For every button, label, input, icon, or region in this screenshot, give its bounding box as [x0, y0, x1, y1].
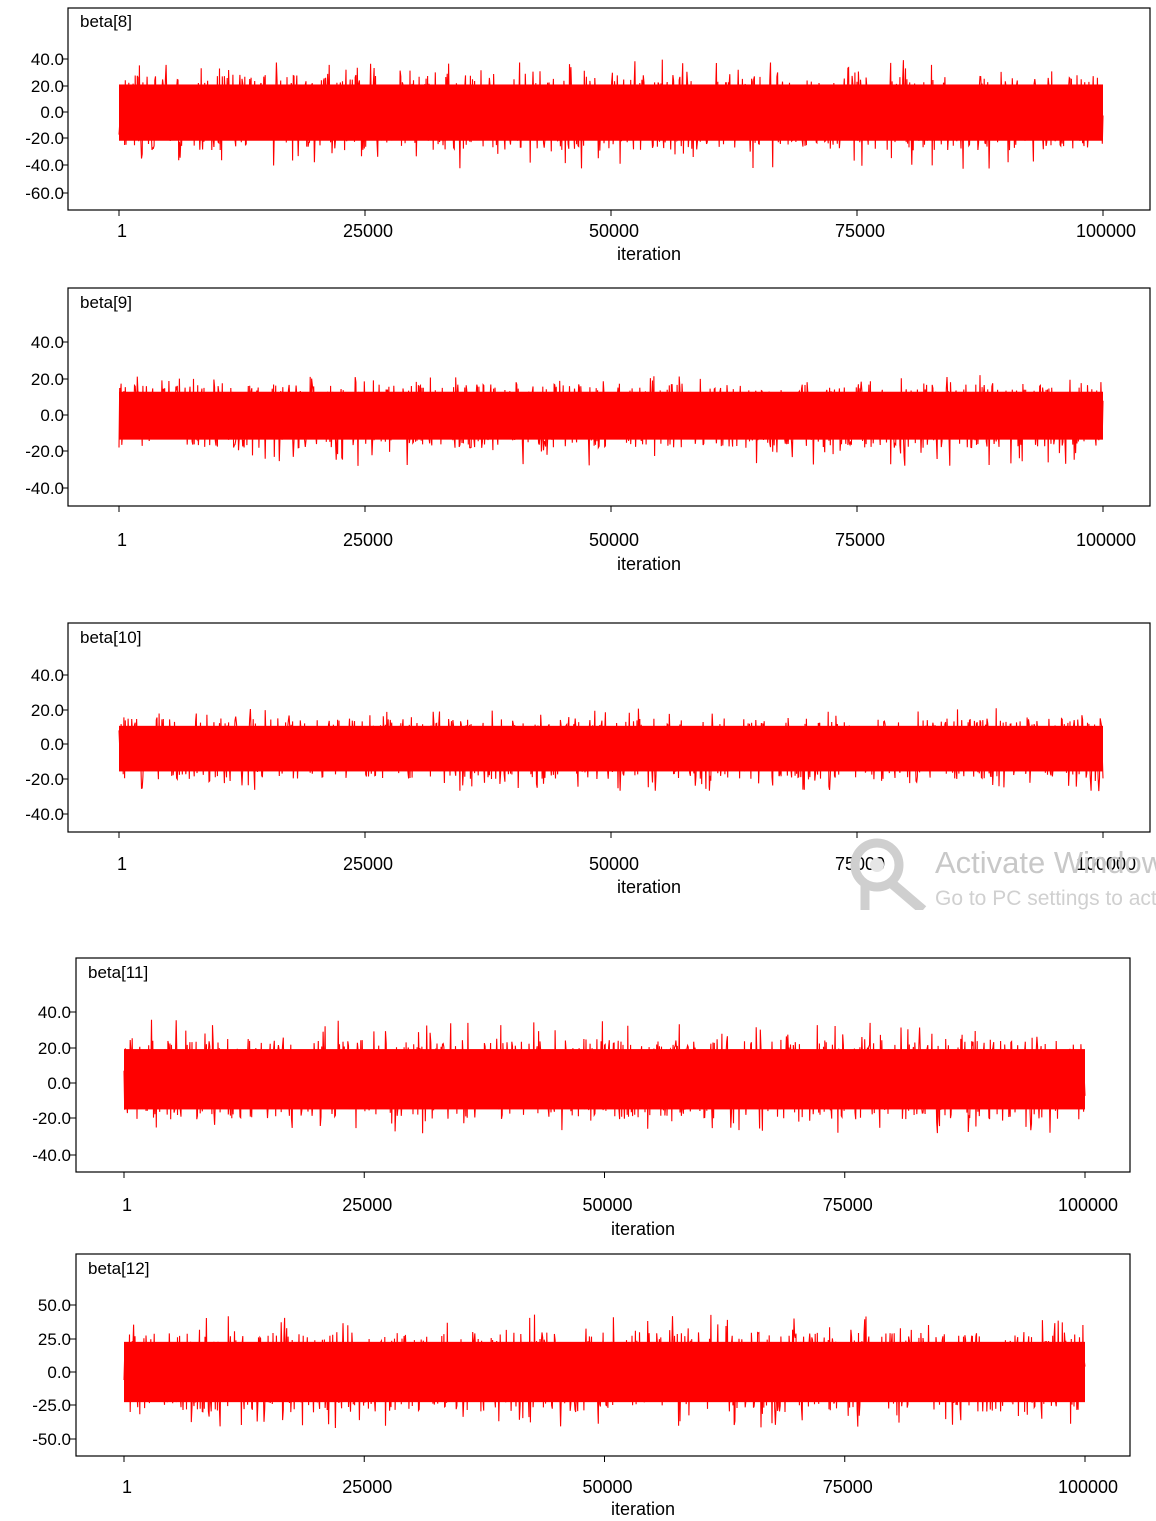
- plot-frame: [75, 1253, 1131, 1457]
- trace-line: [118, 59, 1104, 169]
- key-icon: [850, 838, 927, 910]
- x-tick-label: 50000: [589, 530, 639, 550]
- trace-plot-beta-11: beta[11] 40.0 20.0 0.0 -20.0 -40.0 1 25000 50000…: [32, 957, 1131, 1239]
- panel-title: beta[9]: [80, 293, 132, 312]
- panel-title: beta[12]: [88, 1259, 149, 1278]
- x-tick-label: 50000: [582, 1195, 632, 1215]
- x-tick-label: 1: [117, 530, 127, 550]
- x-axis-label: iteration: [611, 1219, 675, 1239]
- x-axis-label: iteration: [617, 244, 681, 264]
- x-tick-label: 25000: [342, 1477, 392, 1497]
- trace-panel-beta-8: beta[8] 40.0 20.0 0.0 -20.0 -40.0 -60.0 1 25000 5…: [0, 0, 1156, 280]
- x-tick-label: 1: [117, 854, 127, 874]
- y-tick-label: 40.0: [31, 50, 64, 69]
- trace-plot-beta-10: beta[10] 40.0 20.0 0.0 -20.0 -40.0 1 25000 50000…: [25, 622, 1151, 897]
- y-tick-label: -40.0: [25, 805, 64, 824]
- x-tick-label: 25000: [343, 221, 393, 241]
- trace-plot-beta-9: beta[9] 40.0 20.0 0.0 -20.0 -40.0 1 25000 50000 7…: [25, 287, 1151, 574]
- y-tick-label: 0.0: [47, 1363, 71, 1382]
- x-tick-label: 50000: [582, 1477, 632, 1497]
- x-tick-label: 100000: [1076, 221, 1136, 241]
- x-tick-label: 1: [122, 1195, 132, 1215]
- x-tick-label: 50000: [589, 854, 639, 874]
- y-tick-label: 50.0: [38, 1296, 71, 1315]
- y-tick-label: -25.0: [32, 1396, 71, 1415]
- x-tick-label: 25000: [342, 1195, 392, 1215]
- plot-frame: [67, 7, 1151, 211]
- trace-panel-beta-11: beta[11] 40.0 20.0 0.0 -20.0 -40.0 1 25000 50000…: [0, 950, 1156, 1245]
- y-tick-label: 0.0: [47, 1074, 71, 1093]
- trace-panel-beta-12: beta[12] 50.0 25.0 0.0 -25.0 -50.0 1 25000 50000…: [0, 1245, 1156, 1521]
- y-tick-label: 20.0: [31, 701, 64, 720]
- x-tick-label: 75000: [835, 530, 885, 550]
- y-tick-label: -20.0: [25, 129, 64, 148]
- trace-line: [118, 708, 1104, 792]
- plot-frame: [67, 622, 1151, 833]
- x-tick-label: 100000: [1058, 1195, 1118, 1215]
- x-tick-label: 75000: [835, 221, 885, 241]
- y-tick-label: -60.0: [25, 184, 64, 203]
- y-tick-label: 40.0: [38, 1003, 71, 1022]
- y-tick-label: 20.0: [38, 1039, 71, 1058]
- x-axis-label: iteration: [611, 1499, 675, 1519]
- trace-line: [118, 375, 1104, 466]
- x-tick-label: 75000: [823, 1477, 873, 1497]
- trace-plot-beta-8: beta[8] 40.0 20.0 0.0 -20.0 -40.0 -60.0 1 25000 5…: [25, 7, 1151, 264]
- plot-frame: [67, 287, 1151, 507]
- y-tick-label: -20.0: [25, 770, 64, 789]
- activate-windows-watermark[interactable]: Activate Windows Go to PC settings to ac…: [845, 835, 1156, 910]
- y-tick-label: 25.0: [38, 1330, 71, 1349]
- panel-title: beta[11]: [88, 963, 148, 982]
- trace-plot-beta-12: beta[12] 50.0 25.0 0.0 -25.0 -50.0 1 25000 50000…: [32, 1253, 1131, 1519]
- y-tick-label: 0.0: [40, 406, 64, 425]
- x-tick-label: 25000: [343, 854, 393, 874]
- panel-title: beta[10]: [80, 628, 141, 647]
- watermark-title: Activate Windows: [935, 845, 1156, 880]
- x-tick-label: 100000: [1076, 530, 1136, 550]
- y-tick-label: -40.0: [32, 1146, 71, 1165]
- y-tick-label: -50.0: [32, 1430, 71, 1449]
- x-tick-label: 1: [117, 221, 127, 241]
- y-tick-label: 0.0: [40, 103, 64, 122]
- trace-panel-beta-9: beta[9] 40.0 20.0 0.0 -20.0 -40.0 1 25000 50000 7…: [0, 280, 1156, 580]
- y-tick-label: 20.0: [31, 370, 64, 389]
- x-tick-label: 100000: [1058, 1477, 1118, 1497]
- trace-line: [123, 1314, 1086, 1429]
- y-tick-label: 0.0: [40, 735, 64, 754]
- y-tick-label: 20.0: [31, 77, 64, 96]
- watermark-subtitle: Go to PC settings to activate Windows.: [935, 887, 1156, 910]
- y-tick-label: -40.0: [25, 479, 64, 498]
- x-tick-label: 1: [122, 1477, 132, 1497]
- y-tick-label: 40.0: [31, 333, 64, 352]
- y-tick-label: -20.0: [25, 442, 64, 461]
- x-tick-label: 50000: [589, 221, 639, 241]
- y-tick-label: -20.0: [32, 1109, 71, 1128]
- x-tick-label: 25000: [343, 530, 393, 550]
- plot-frame: [75, 957, 1131, 1173]
- x-tick-label: 100000: [1076, 854, 1136, 874]
- trace-line: [123, 1019, 1086, 1134]
- trace-panel-beta-10: beta[10] 40.0 20.0 0.0 -20.0 -40.0 1 25000 50000…: [0, 615, 1156, 910]
- x-axis-label: iteration: [617, 554, 681, 574]
- panel-title: beta[8]: [80, 12, 132, 31]
- y-tick-label: -40.0: [25, 156, 64, 175]
- x-axis-label: iteration: [617, 877, 681, 897]
- y-tick-label: 40.0: [31, 666, 64, 685]
- x-tick-label: 75000: [823, 1195, 873, 1215]
